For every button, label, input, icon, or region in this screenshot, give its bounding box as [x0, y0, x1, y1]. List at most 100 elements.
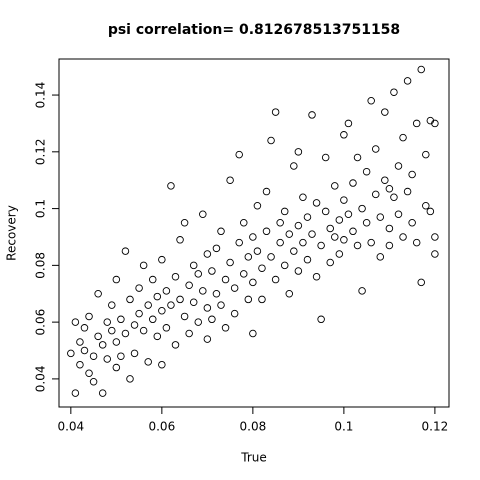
point: [408, 170, 416, 179]
point: [431, 233, 439, 241]
point: [340, 196, 348, 204]
point: [103, 355, 111, 363]
point: [381, 108, 389, 116]
point: [335, 250, 344, 258]
point: [121, 329, 130, 338]
point: [299, 238, 307, 247]
point: [221, 275, 230, 284]
y-tick-label: 0.06: [34, 309, 48, 336]
point: [299, 193, 307, 201]
point: [399, 233, 407, 241]
point: [390, 88, 398, 96]
point: [271, 108, 280, 116]
point: [185, 281, 193, 289]
point: [417, 278, 425, 287]
point: [144, 301, 152, 309]
point: [390, 193, 398, 201]
x-tick-label: 0.06: [148, 420, 175, 434]
point: [217, 227, 225, 236]
point: [431, 119, 439, 128]
point: [240, 270, 248, 278]
point: [130, 321, 139, 329]
point: [203, 250, 212, 258]
y-tick-label: 0.08: [34, 252, 48, 279]
point: [326, 258, 334, 267]
point: [80, 346, 89, 355]
point: [326, 224, 334, 233]
point: [208, 315, 216, 324]
x-tick-label: 0.04: [57, 420, 84, 434]
point: [89, 377, 98, 386]
point: [294, 267, 303, 275]
point: [249, 233, 257, 241]
point: [344, 210, 353, 219]
point: [126, 375, 134, 383]
point: [112, 275, 121, 284]
point: [167, 182, 175, 190]
point: [367, 96, 375, 105]
point: [85, 312, 93, 321]
y-axis-label: Recovery: [5, 205, 19, 261]
point: [344, 119, 353, 128]
point: [381, 176, 389, 184]
point: [185, 329, 193, 338]
point: [362, 167, 371, 176]
point: [153, 332, 162, 341]
point: [271, 275, 280, 284]
point: [103, 318, 111, 326]
point: [417, 65, 425, 74]
point: [139, 261, 148, 270]
point: [144, 358, 152, 366]
point: [180, 219, 189, 227]
point: [422, 202, 430, 210]
point: [89, 352, 98, 360]
point: [253, 202, 262, 210]
point: [230, 284, 239, 292]
y-tick-label: 0.14: [34, 82, 48, 109]
point: [290, 247, 298, 255]
point: [199, 210, 207, 219]
point: [394, 162, 403, 170]
point: [431, 250, 439, 258]
point: [176, 236, 184, 244]
point: [180, 312, 189, 321]
point: [371, 145, 380, 153]
point: [153, 292, 162, 301]
point: [262, 187, 271, 196]
point: [67, 349, 75, 358]
point: [312, 272, 321, 281]
point: [253, 247, 262, 255]
point: [176, 295, 184, 304]
point: [108, 326, 116, 335]
point: [98, 389, 107, 397]
point: [294, 221, 303, 230]
point: [362, 219, 371, 227]
y-tick-label: 0.04: [34, 366, 48, 393]
point: [258, 264, 266, 272]
point: [335, 216, 344, 224]
point: [385, 224, 394, 233]
point: [189, 261, 198, 270]
point: [403, 187, 412, 196]
point: [353, 153, 362, 162]
point: [135, 309, 143, 318]
point: [203, 335, 212, 343]
point: [235, 238, 243, 247]
point: [244, 253, 253, 261]
point: [426, 207, 435, 216]
point: [226, 258, 234, 267]
point: [94, 289, 102, 298]
point: [403, 77, 412, 85]
point: [385, 241, 394, 250]
point: [217, 301, 225, 309]
point: [331, 182, 339, 190]
point: [244, 295, 253, 304]
point: [285, 289, 294, 298]
point: [290, 162, 298, 170]
point: [340, 131, 348, 139]
point: [171, 272, 180, 281]
point: [294, 148, 303, 156]
point: [371, 190, 380, 199]
